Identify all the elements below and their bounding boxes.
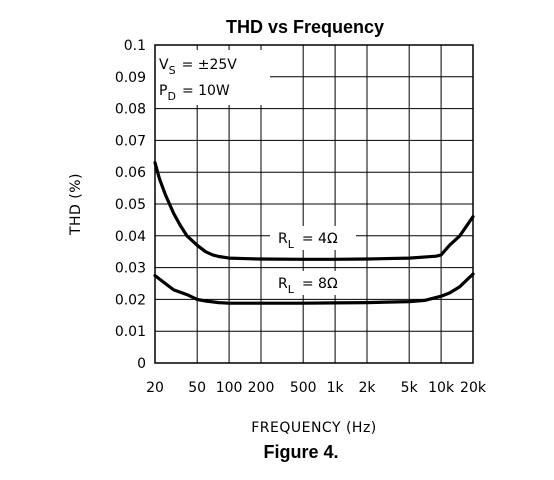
x-tick-labels: 20 50 100 200 500 1k 2k 5k 10k 20k [146, 380, 487, 396]
series-lines [153, 161, 475, 305]
x-tick-label: 500 [290, 380, 317, 396]
x-tick-label: 5k [401, 380, 419, 396]
plot-frame [154, 44, 474, 364]
rl4-label-group: RL = 4Ω [270, 226, 356, 251]
x-tick-label: 1k [327, 380, 345, 396]
y-tick-label: 0.04 [115, 229, 146, 245]
pd-value: = 10W [182, 83, 230, 99]
x-tick-label: 2k [358, 380, 376, 396]
rl4-subscript: L [288, 238, 295, 251]
y-tick-label: 0.08 [115, 102, 146, 118]
y-tick-label: 0.06 [115, 165, 146, 181]
y-tick-label: 0.03 [115, 261, 146, 277]
y-tick-label: 0.01 [115, 324, 146, 340]
x-tick-label: 10k [428, 380, 455, 396]
rl8-label-group: RL = 8Ω [270, 271, 356, 296]
pd-label: P [159, 83, 167, 99]
rl8-label: R [278, 276, 288, 292]
vs-label: V [159, 57, 169, 73]
chart-title: THD vs Frequency [226, 17, 384, 37]
vs-annotation: VS = ±25V [159, 57, 237, 77]
series-line-1 [153, 272, 475, 305]
y-tick-label: 0.1 [124, 38, 146, 54]
y-tick-label: 0 [137, 356, 146, 372]
x-tick-label: 20k [460, 380, 487, 396]
y-tick-label: 0.09 [115, 70, 146, 86]
conditions-box: VS = ±25V PD = 10W [152, 50, 270, 105]
rl4-value: = 4Ω [302, 231, 338, 247]
conditions-box-background [152, 50, 270, 105]
x-tick-label: 200 [248, 380, 275, 396]
y-tick-label: 0.02 [115, 292, 146, 308]
rl8-annotation: RL = 8Ω [278, 276, 338, 296]
figure-caption: Figure 4. [263, 442, 338, 462]
y-tick-labels: 0 0.01 0.02 0.03 0.04 0.05 0.06 0.07 0.08 0.09 0.1 [115, 38, 146, 372]
vs-subscript: S [169, 64, 176, 77]
x-tick-label: 20 [146, 380, 164, 396]
series-line-0 [153, 161, 475, 261]
rl8-subscript: L [288, 283, 295, 296]
y-tick-label: 0.05 [115, 197, 146, 213]
rl8-label-background [270, 271, 356, 295]
pd-annotation: PD = 10W [159, 83, 230, 103]
y-axis-label: THD (%) [68, 173, 84, 236]
rl4-label: R [278, 231, 288, 247]
rl4-annotation: RL = 4Ω [278, 231, 338, 251]
vs-value: = ±25V [182, 57, 238, 73]
pd-subscript: D [167, 90, 175, 103]
y-tick-label: 0.07 [115, 133, 146, 149]
x-tick-label: 100 [216, 380, 243, 396]
x-tick-label: 50 [188, 380, 206, 396]
rl8-value: = 8Ω [302, 276, 338, 292]
x-axis-label: FREQUENCY (Hz) [251, 420, 377, 436]
rl4-label-background [270, 226, 356, 250]
